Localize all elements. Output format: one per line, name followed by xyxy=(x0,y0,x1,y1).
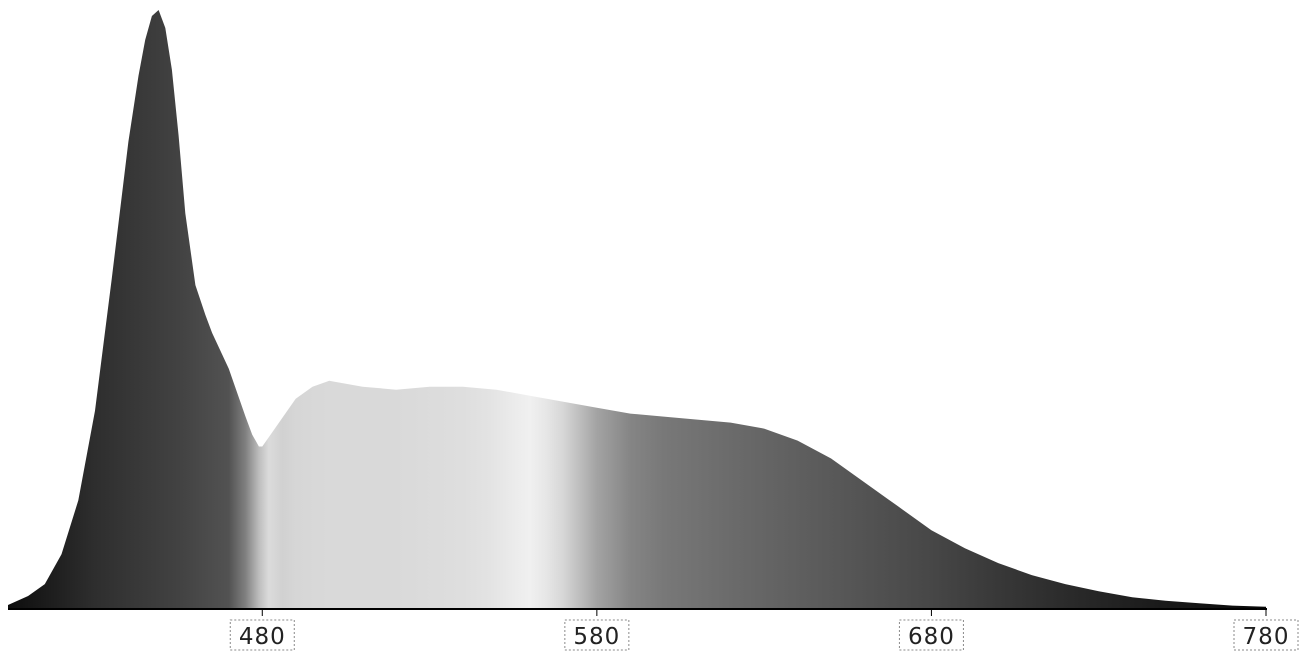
x-tick-label-box xyxy=(564,619,630,651)
x-tick-label: 580 xyxy=(573,624,620,650)
x-axis-ticks: 480 580 680 780 xyxy=(229,608,1299,651)
x-tick-label: 680 xyxy=(908,624,955,650)
x-tick-label: 780 xyxy=(1243,624,1290,650)
spectrum-area xyxy=(8,10,1266,608)
x-tick-label-box xyxy=(898,619,964,651)
x-tick-label-box xyxy=(1233,619,1299,651)
x-tick-label-box xyxy=(229,619,295,651)
x-tick-label: 480 xyxy=(239,624,286,650)
